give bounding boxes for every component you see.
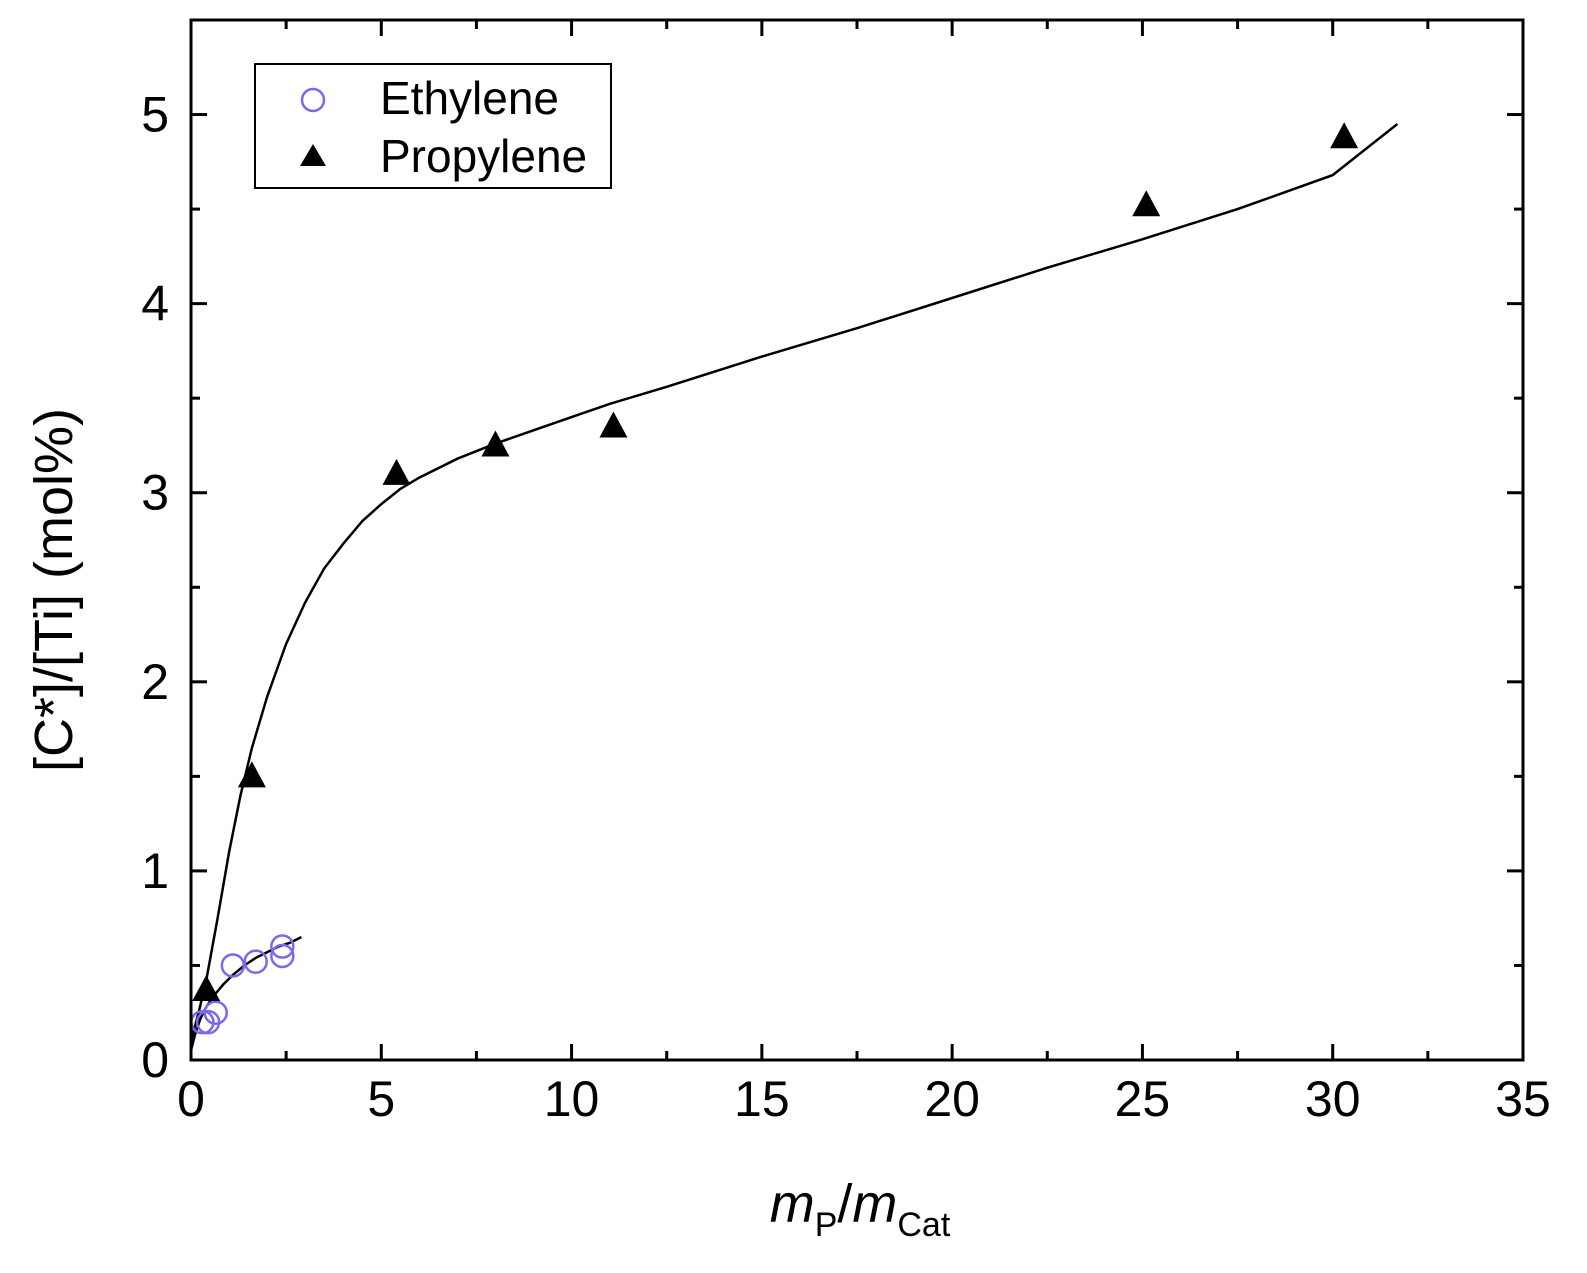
data-point-ethylene bbox=[203, 1000, 228, 1025]
data-point-propylene bbox=[481, 430, 510, 457]
y-tick-label: 2 bbox=[141, 654, 169, 710]
data-point-ethylene bbox=[243, 949, 268, 974]
data-point-propylene bbox=[192, 975, 221, 1002]
x-title-sep: / bbox=[837, 1174, 852, 1234]
legend-marker-propylene bbox=[300, 144, 326, 166]
legend: Ethylene Propylene bbox=[254, 63, 612, 189]
x-tick-label: 0 bbox=[177, 1071, 205, 1127]
y-tick-label: 1 bbox=[141, 843, 169, 899]
legend-box bbox=[254, 63, 612, 189]
data-point-ethylene bbox=[270, 934, 295, 959]
x-title-sub2: Cat bbox=[897, 1206, 950, 1244]
x-axis-title: mP/mCat bbox=[770, 1174, 951, 1244]
x-tick-label: 30 bbox=[1305, 1071, 1361, 1127]
x-tick-label: 35 bbox=[1495, 1071, 1551, 1127]
data-point-propylene bbox=[1330, 122, 1359, 149]
data-point-ethylene bbox=[220, 953, 246, 978]
x-tick-label: 20 bbox=[924, 1071, 980, 1127]
x-title-main2: m bbox=[852, 1174, 897, 1234]
axes: 0 5 10 15 20 25 30 35 0 1 2 3 4 5 bbox=[141, 18, 1551, 1127]
fit-curve-propylene bbox=[189, 123, 1399, 1042]
y-tick-label: 4 bbox=[141, 276, 169, 332]
x-tick-label: 25 bbox=[1115, 1071, 1171, 1127]
x-title-main: m bbox=[770, 1174, 815, 1234]
legend-label-ethylene: Ethylene bbox=[380, 72, 559, 124]
legend-label-propylene: Propylene bbox=[380, 130, 587, 182]
x-tick-label: 5 bbox=[367, 1071, 395, 1127]
y-tick-label: 3 bbox=[141, 465, 169, 521]
data-point-ethylene bbox=[270, 943, 295, 969]
data-point-propylene bbox=[599, 411, 628, 438]
y-tick-label: 5 bbox=[141, 87, 169, 143]
data-point-propylene bbox=[382, 458, 411, 485]
data-point-propylene bbox=[1132, 190, 1161, 217]
legend-marker-ethylene bbox=[300, 87, 326, 113]
data-point-propylene bbox=[237, 761, 266, 788]
plot-area bbox=[189, 122, 1399, 1051]
y-tick-label: 0 bbox=[141, 1032, 169, 1088]
x-tick-label: 10 bbox=[544, 1071, 600, 1127]
x-tick-label: 15 bbox=[734, 1071, 790, 1127]
x-title-sub1: P bbox=[815, 1206, 838, 1244]
y-axis-title: [C*]/[Ti] (mol%) bbox=[24, 408, 84, 772]
